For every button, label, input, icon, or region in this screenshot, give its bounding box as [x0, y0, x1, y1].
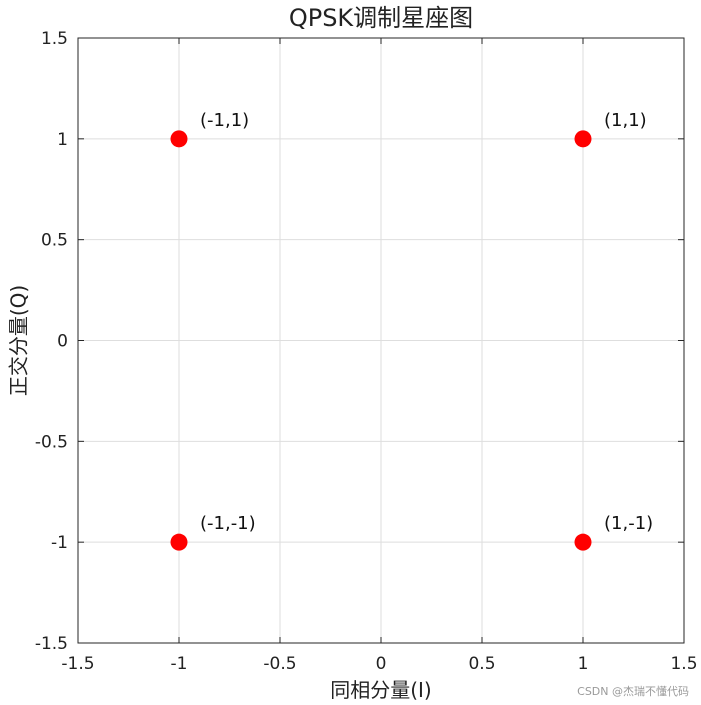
- constellation-point: [170, 533, 188, 551]
- x-tick-label: 1: [578, 654, 589, 674]
- point-label: (1,-1): [604, 513, 653, 534]
- point-labels: (-1,1) (1,1) (-1,-1) (1,-1): [200, 110, 653, 534]
- x-axis-label: 同相分量(I): [330, 678, 432, 702]
- y-tick-labels: -1.5 -1 -0.5 0 0.5 1 1.5: [35, 29, 68, 654]
- y-tick-label: 0: [57, 332, 68, 352]
- x-tick-label: -1.5: [61, 654, 94, 674]
- y-tick-label: -0.5: [35, 432, 68, 452]
- x-tick-label: 1.5: [670, 654, 697, 674]
- constellation-point: [170, 130, 188, 148]
- y-tick-label: 1.5: [41, 29, 68, 49]
- x-tick-label: -1: [171, 654, 188, 674]
- y-axis-label: 正交分量(Q): [7, 285, 31, 396]
- y-tick-label: -1: [51, 533, 68, 553]
- chart-title: QPSK调制星座图: [289, 4, 473, 32]
- csdn-watermark: CSDN @杰瑞不懂代码: [577, 685, 689, 698]
- tick-marks: [77, 37, 685, 644]
- data-points: [170, 130, 592, 551]
- x-tick-label: 0: [376, 654, 387, 674]
- x-tick-labels: -1.5 -1 -0.5 0 0.5 1 1.5: [61, 654, 697, 674]
- constellation-point: [574, 130, 592, 148]
- constellation-point: [574, 533, 592, 551]
- y-tick-label: 1: [57, 130, 68, 150]
- point-label: (-1,-1): [200, 513, 256, 534]
- x-tick-label: 0.5: [468, 654, 495, 674]
- x-tick-label: -0.5: [263, 654, 296, 674]
- y-tick-label: 0.5: [41, 231, 68, 251]
- point-label: (1,1): [604, 110, 647, 131]
- point-label: (-1,1): [200, 110, 249, 131]
- y-tick-label: -1.5: [35, 634, 68, 654]
